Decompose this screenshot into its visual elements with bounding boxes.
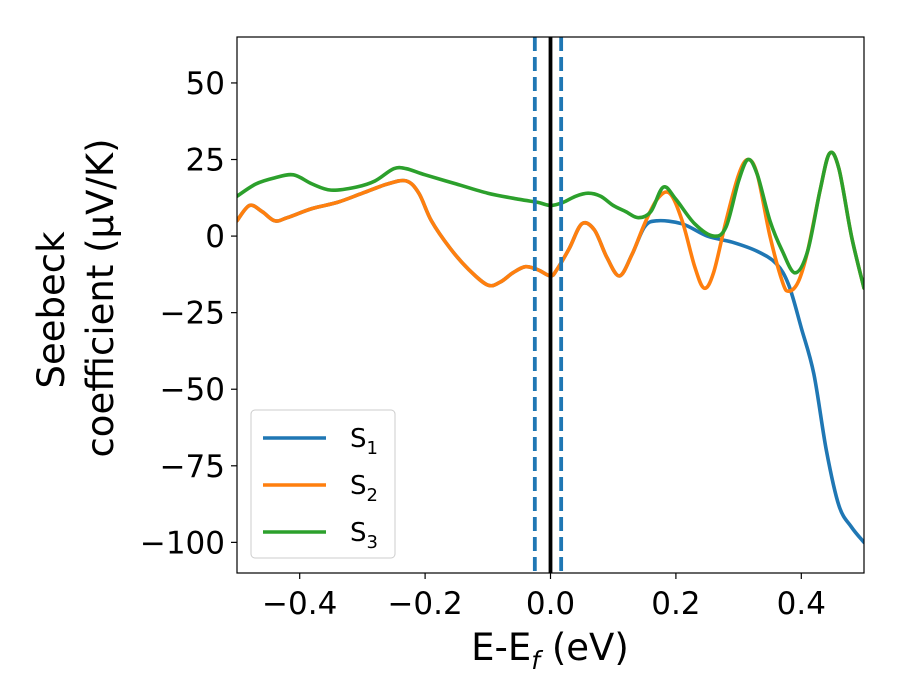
y-tick-label: −50 [160,372,225,408]
series-line-s3 [237,150,864,290]
x-axis: −0.4 −0.2 0.0 0.2 0.4 [262,573,826,622]
y-axis-label-line2: coefficient (μV/K) [79,138,122,457]
x-tick-label: 0.4 [777,586,826,622]
x-axis-label: E-Ef (eV) [471,626,629,675]
y-tick-label: 0 [205,219,225,255]
y-axis-label-line1: Seebeck [30,231,73,389]
legend-label-s1: S1 [350,424,378,459]
y-tick-label: 50 [186,66,225,102]
y-tick-label: 25 [186,143,225,179]
legend-label-s2: S2 [350,471,378,506]
plot-content [237,37,864,573]
y-tick-label: −100 [140,525,225,561]
legend-label-s3: S3 [350,518,378,553]
plot-area [236,36,865,574]
x-tick-label: −0.2 [387,586,462,622]
y-tick-label: −25 [160,296,225,332]
x-tick-label: 0.0 [526,586,575,622]
x-tick-label: 0.2 [651,586,700,622]
legend: S1 S2 S3 [250,409,396,559]
y-tick-label: −75 [160,449,225,485]
x-tick-label: −0.4 [262,586,337,622]
y-axis: 50 25 0 −25 −50 −75 −100 [140,66,237,561]
series-line-s2 [237,150,864,294]
